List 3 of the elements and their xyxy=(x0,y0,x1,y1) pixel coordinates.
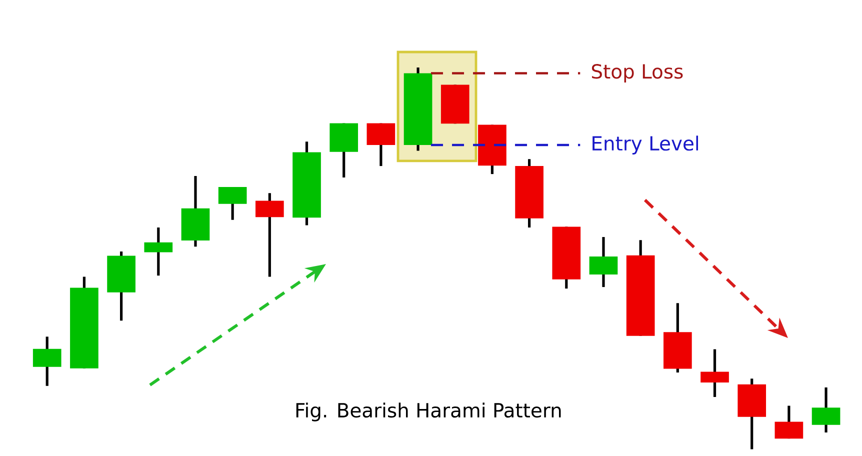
annotation: Fig. Bearish Harami Pattern xyxy=(296,402,561,422)
ref-line-label: Entry Level xyxy=(592,136,698,154)
ref-line-label: Stop Loss xyxy=(592,64,683,83)
